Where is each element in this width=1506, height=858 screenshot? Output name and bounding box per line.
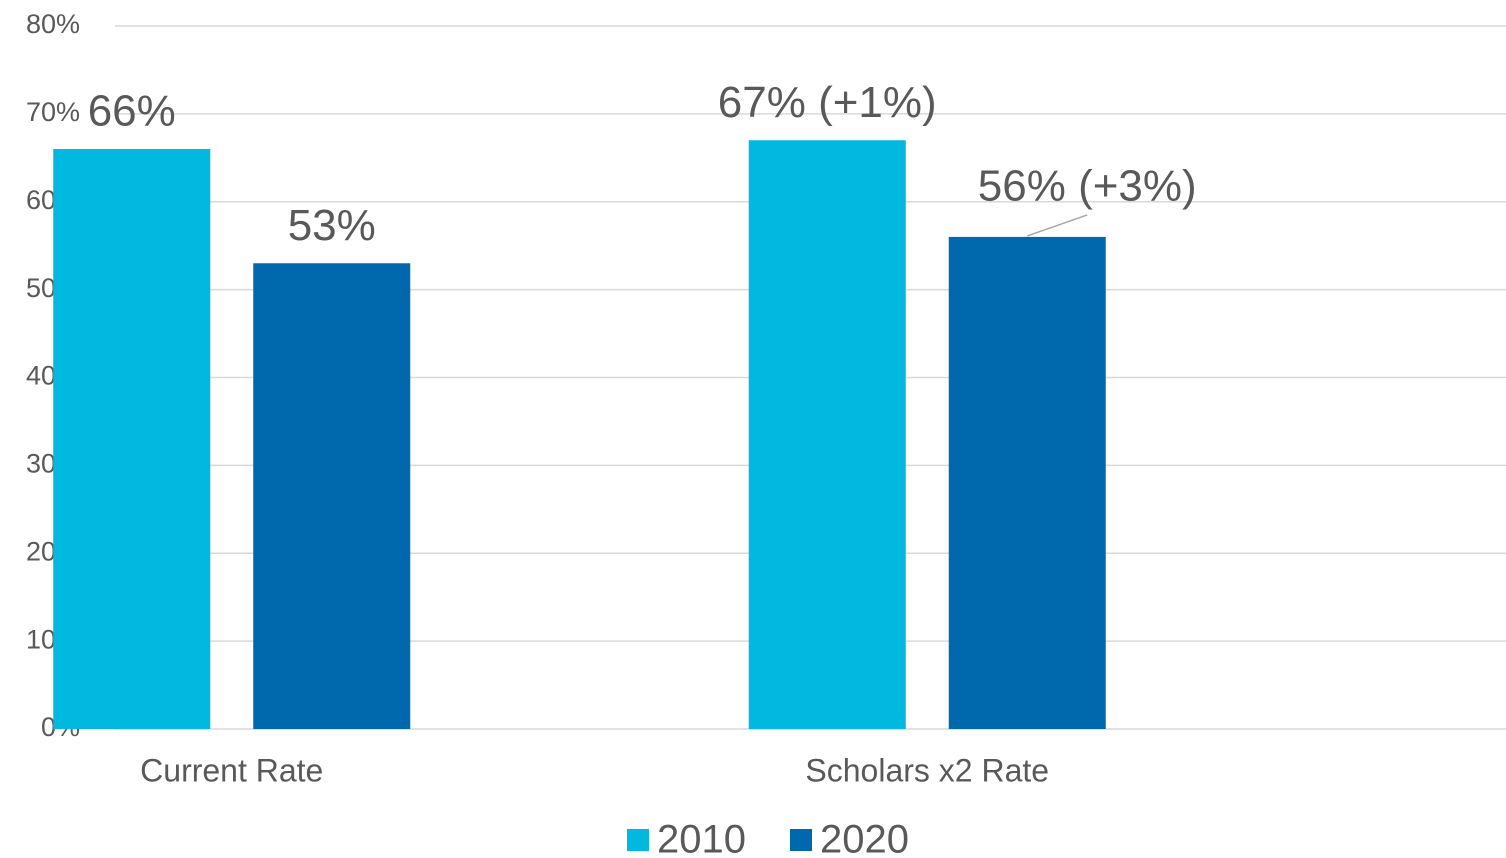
x-tick-label: Scholars x2 Rate [805,752,1049,788]
legend-swatch [627,829,649,851]
value-label: 66% [88,87,176,136]
y-tick-label: 70% [26,97,80,127]
y-tick-label: 80% [26,9,80,39]
bar [53,149,211,729]
leader-line [1027,214,1088,237]
bar [253,263,411,729]
bar [948,236,1106,729]
legend-label: 2010 [657,818,746,858]
value-label: 53% [288,201,376,250]
legend-swatch [790,829,812,851]
value-label: 67% (+1%) [718,78,937,127]
x-tick-label: Current Rate [140,752,323,788]
legend-label: 2020 [820,818,909,858]
value-label: 56% (+3%) [978,162,1197,211]
bar [748,140,906,730]
